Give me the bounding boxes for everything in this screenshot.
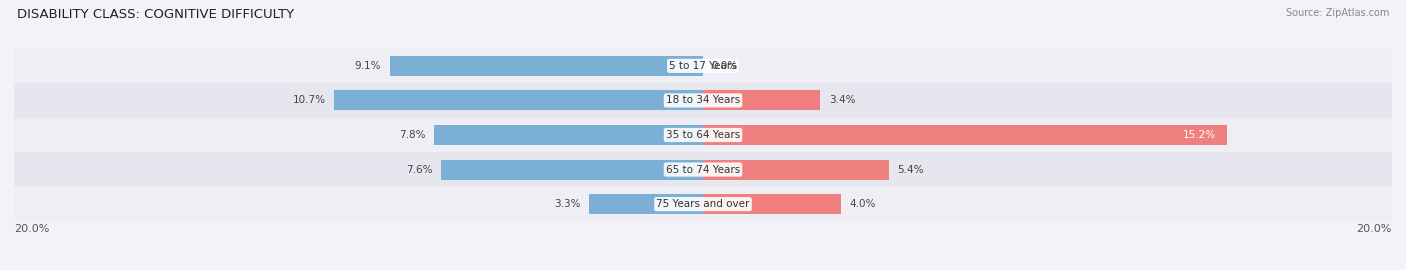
Text: 4.0%: 4.0%: [849, 199, 876, 209]
Bar: [703, 125, 1226, 145]
Bar: [589, 194, 703, 214]
Bar: [703, 90, 820, 110]
Bar: [703, 160, 889, 180]
Bar: [14, 83, 1392, 118]
Bar: [14, 152, 1392, 187]
Bar: [441, 160, 703, 180]
Text: 9.1%: 9.1%: [354, 61, 381, 71]
Text: 3.4%: 3.4%: [828, 95, 855, 106]
Text: 18 to 34 Years: 18 to 34 Years: [666, 95, 740, 106]
Text: 65 to 74 Years: 65 to 74 Years: [666, 164, 740, 175]
Bar: [389, 56, 703, 76]
Text: 15.2%: 15.2%: [1182, 130, 1216, 140]
Bar: [14, 118, 1392, 152]
Text: 0.0%: 0.0%: [711, 61, 738, 71]
Text: 20.0%: 20.0%: [14, 224, 49, 234]
Bar: [335, 90, 703, 110]
Text: 10.7%: 10.7%: [292, 95, 326, 106]
Bar: [434, 125, 703, 145]
Text: 35 to 64 Years: 35 to 64 Years: [666, 130, 740, 140]
Bar: [14, 49, 1392, 83]
Text: 7.8%: 7.8%: [399, 130, 426, 140]
Bar: [703, 194, 841, 214]
Text: 20.0%: 20.0%: [1357, 224, 1392, 234]
Text: 5.4%: 5.4%: [897, 164, 924, 175]
Text: 3.3%: 3.3%: [554, 199, 581, 209]
Text: Source: ZipAtlas.com: Source: ZipAtlas.com: [1285, 8, 1389, 18]
Text: 75 Years and over: 75 Years and over: [657, 199, 749, 209]
Text: 7.6%: 7.6%: [406, 164, 433, 175]
Text: 5 to 17 Years: 5 to 17 Years: [669, 61, 737, 71]
Bar: [14, 187, 1392, 221]
Text: DISABILITY CLASS: COGNITIVE DIFFICULTY: DISABILITY CLASS: COGNITIVE DIFFICULTY: [17, 8, 294, 21]
